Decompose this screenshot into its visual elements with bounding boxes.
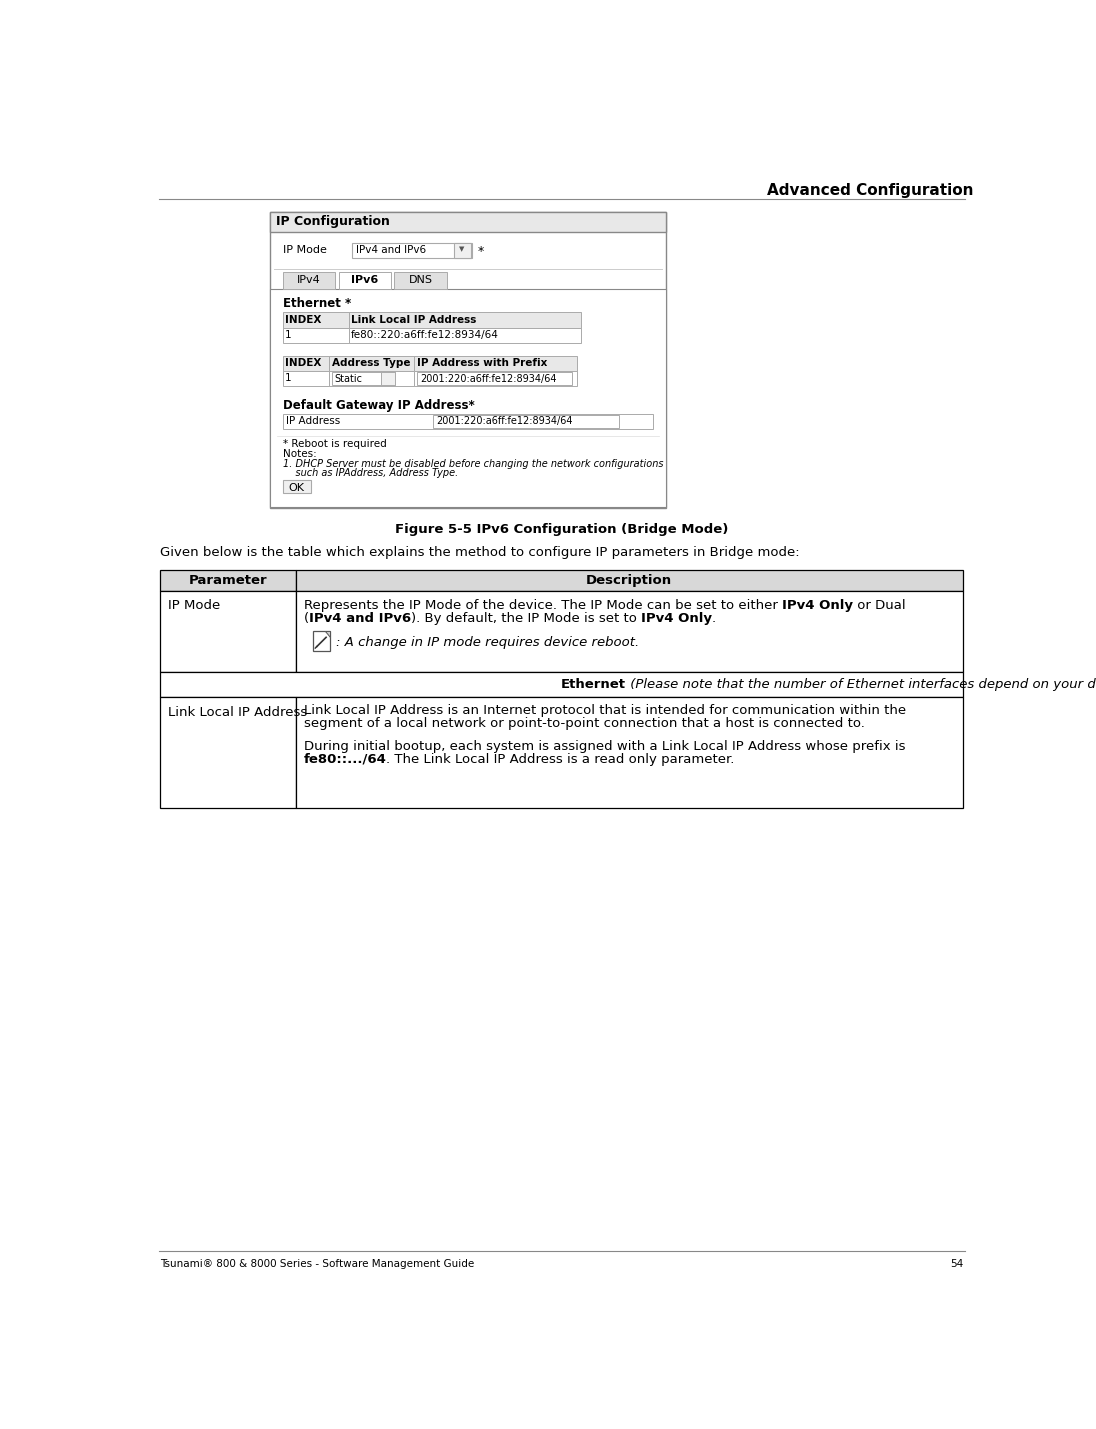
Text: 1: 1 bbox=[285, 373, 292, 383]
Text: OK: OK bbox=[288, 483, 305, 493]
Bar bbox=[271, 289, 665, 507]
Text: During initial bootup, each system is assigned with a Link Local IP Address whos: During initial bootup, each system is as… bbox=[304, 740, 905, 753]
Text: IP Address: IP Address bbox=[286, 416, 340, 426]
Text: IP Mode: IP Mode bbox=[168, 599, 220, 612]
Bar bbox=[329, 356, 414, 372]
Bar bbox=[349, 313, 581, 327]
Text: IP Mode: IP Mode bbox=[283, 246, 327, 256]
Text: DNS: DNS bbox=[409, 276, 433, 286]
Text: IPv6: IPv6 bbox=[351, 276, 378, 286]
Bar bbox=[283, 414, 653, 430]
Bar bbox=[271, 211, 665, 507]
Text: 2001:220:a6ff:fe12:8934/64: 2001:220:a6ff:fe12:8934/64 bbox=[436, 416, 572, 426]
Text: Ethernet *: Ethernet * bbox=[283, 297, 351, 310]
Bar bbox=[296, 592, 963, 672]
Text: INDEX: INDEX bbox=[285, 357, 321, 367]
Bar bbox=[313, 632, 330, 652]
Bar bbox=[414, 356, 578, 372]
Polygon shape bbox=[324, 632, 330, 636]
Text: Static: Static bbox=[334, 374, 363, 384]
Text: Link Local IP Address: Link Local IP Address bbox=[351, 314, 477, 324]
Text: IP Address with Prefix: IP Address with Prefix bbox=[416, 357, 547, 367]
Text: IP Configuration: IP Configuration bbox=[276, 216, 390, 229]
Bar bbox=[331, 373, 395, 384]
Text: Parameter: Parameter bbox=[189, 574, 267, 587]
Text: 2001:220:a6ff:fe12:8934/64: 2001:220:a6ff:fe12:8934/64 bbox=[420, 374, 557, 384]
Text: 54: 54 bbox=[950, 1259, 963, 1269]
Text: 1: 1 bbox=[285, 330, 292, 340]
Bar bbox=[271, 211, 665, 231]
Text: segment of a local network or point-to-point connection that a host is connected: segment of a local network or point-to-p… bbox=[304, 717, 865, 730]
Text: .: . bbox=[712, 612, 716, 624]
Text: IPv4: IPv4 bbox=[297, 276, 321, 286]
Bar bbox=[433, 414, 619, 427]
Text: Advanced Configuration: Advanced Configuration bbox=[767, 183, 974, 199]
Text: (Please note that the number of Ethernet interfaces depend on your device.): (Please note that the number of Ethernet… bbox=[626, 679, 1096, 692]
Text: IPv4 Only: IPv4 Only bbox=[781, 599, 853, 612]
Bar bbox=[283, 480, 310, 493]
Text: Address Type: Address Type bbox=[331, 357, 410, 367]
Text: *: * bbox=[477, 246, 483, 259]
Bar bbox=[283, 313, 349, 327]
Text: Link Local IP Address is an Internet protocol that is intended for communication: Link Local IP Address is an Internet pro… bbox=[304, 704, 905, 717]
Text: INDEX: INDEX bbox=[285, 314, 321, 324]
Text: Notes:: Notes: bbox=[283, 450, 317, 460]
Text: fe80::.../64: fe80::.../64 bbox=[304, 753, 387, 766]
Text: Link Local IP Address: Link Local IP Address bbox=[168, 706, 307, 719]
Bar bbox=[283, 372, 329, 386]
Text: Description: Description bbox=[586, 574, 672, 587]
Text: ▼: ▼ bbox=[458, 246, 464, 252]
Bar bbox=[395, 273, 447, 289]
Bar bbox=[283, 356, 329, 372]
Bar bbox=[296, 570, 963, 592]
Text: 1. DHCP Server must be disabled before changing the network configurations: 1. DHCP Server must be disabled before c… bbox=[283, 459, 663, 469]
Text: Represents the IP Mode of the device. The IP Mode can be set to either: Represents the IP Mode of the device. Th… bbox=[304, 599, 781, 612]
Bar bbox=[381, 373, 395, 384]
Bar bbox=[416, 373, 572, 384]
Bar bbox=[352, 243, 471, 259]
Text: : A change in IP mode requires device reboot.: : A change in IP mode requires device re… bbox=[336, 636, 639, 649]
Bar bbox=[414, 372, 578, 386]
Bar bbox=[160, 592, 296, 672]
Bar bbox=[283, 273, 335, 289]
Bar bbox=[160, 696, 296, 809]
Text: ▼: ▼ bbox=[385, 374, 390, 380]
Bar bbox=[454, 243, 471, 259]
Text: Ethernet: Ethernet bbox=[561, 679, 626, 692]
Bar bbox=[339, 273, 391, 289]
Text: fe80::220:a6ff:fe12:8934/64: fe80::220:a6ff:fe12:8934/64 bbox=[351, 330, 499, 340]
Text: * Reboot is required: * Reboot is required bbox=[283, 440, 387, 450]
Text: Given below is the table which explains the method to configure IP parameters in: Given below is the table which explains … bbox=[160, 546, 800, 560]
Text: IPv4 Only: IPv4 Only bbox=[641, 612, 712, 624]
Bar bbox=[160, 570, 296, 592]
Text: such as IPAddress, Address Type.: such as IPAddress, Address Type. bbox=[283, 467, 458, 477]
Text: Default Gateway IP Address*: Default Gateway IP Address* bbox=[283, 399, 475, 412]
Bar bbox=[349, 327, 581, 343]
Text: ). By default, the IP Mode is set to: ). By default, the IP Mode is set to bbox=[411, 612, 641, 624]
Text: IPv4 and IPv6: IPv4 and IPv6 bbox=[355, 246, 425, 256]
Bar bbox=[283, 327, 349, 343]
Bar bbox=[160, 672, 963, 696]
Bar bbox=[296, 696, 963, 809]
Bar bbox=[329, 372, 414, 386]
Text: . The Link Local IP Address is a read only parameter.: . The Link Local IP Address is a read on… bbox=[387, 753, 735, 766]
Text: (: ( bbox=[304, 612, 309, 624]
Text: Figure 5-5 IPv6 Configuration (Bridge Mode): Figure 5-5 IPv6 Configuration (Bridge Mo… bbox=[395, 523, 729, 536]
Text: IPv4 and IPv6: IPv4 and IPv6 bbox=[309, 612, 411, 624]
Text: Tsunami® 800 & 8000 Series - Software Management Guide: Tsunami® 800 & 8000 Series - Software Ma… bbox=[160, 1259, 475, 1269]
Text: or Dual: or Dual bbox=[853, 599, 905, 612]
